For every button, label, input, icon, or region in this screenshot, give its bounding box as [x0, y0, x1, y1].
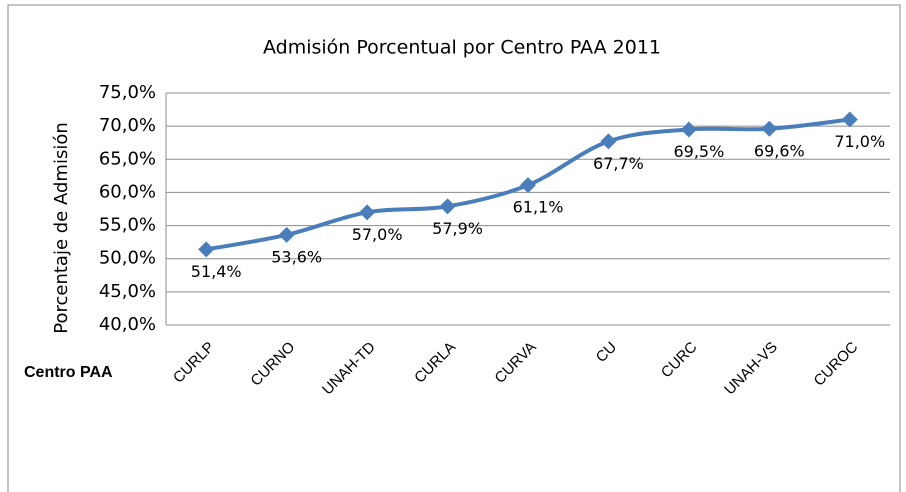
y-tick-label: 75,0% — [99, 82, 156, 103]
y-axis-label: Porcentaje de Admisión — [51, 122, 72, 333]
x-tick-label: UNAH-VS — [721, 339, 781, 399]
chart-title: Admisión Porcentual por Centro PAA 2011 — [263, 37, 661, 59]
x-tick-label: UNAH-TD — [319, 339, 379, 399]
marker — [198, 241, 215, 258]
data-label: 69,6% — [754, 141, 805, 160]
x-tick-label: CU — [593, 339, 620, 366]
y-tick-label: 55,0% — [99, 215, 156, 236]
data-label: 61,1% — [513, 198, 564, 217]
x-tick-label: CURLP — [170, 339, 218, 387]
x-tick-label: CURVA — [491, 339, 539, 387]
marker — [278, 226, 295, 243]
data-label: 69,5% — [673, 142, 724, 161]
marker — [520, 177, 536, 194]
x-tick-label: CURC — [658, 339, 701, 382]
data-label: 51,4% — [191, 262, 242, 281]
marker — [359, 204, 376, 221]
y-tick-label: 40,0% — [99, 314, 156, 335]
x-axis-label: Centro PAA — [24, 364, 113, 381]
chart-border — [7, 4, 901, 492]
x-tick-label: CUROC — [811, 338, 862, 389]
x-tick-label: CURLA — [411, 339, 459, 387]
data-label: 53,6% — [271, 247, 322, 266]
marker — [600, 133, 617, 150]
data-label: 71,0% — [834, 132, 885, 151]
marker — [761, 120, 778, 137]
data-label: 67,7% — [593, 154, 644, 173]
y-tick-label: 50,0% — [99, 248, 156, 269]
marker — [841, 111, 858, 128]
y-tick-label: 65,0% — [99, 148, 156, 169]
data-label: 57,0% — [352, 225, 403, 244]
y-tick-label: 60,0% — [99, 181, 156, 202]
x-tick-label: CURNO — [247, 339, 298, 390]
marker — [439, 198, 456, 215]
data-label: 57,9% — [432, 219, 483, 238]
y-tick-label: 70,0% — [99, 115, 156, 136]
y-tick-label: 45,0% — [99, 281, 156, 302]
marker — [680, 121, 697, 138]
